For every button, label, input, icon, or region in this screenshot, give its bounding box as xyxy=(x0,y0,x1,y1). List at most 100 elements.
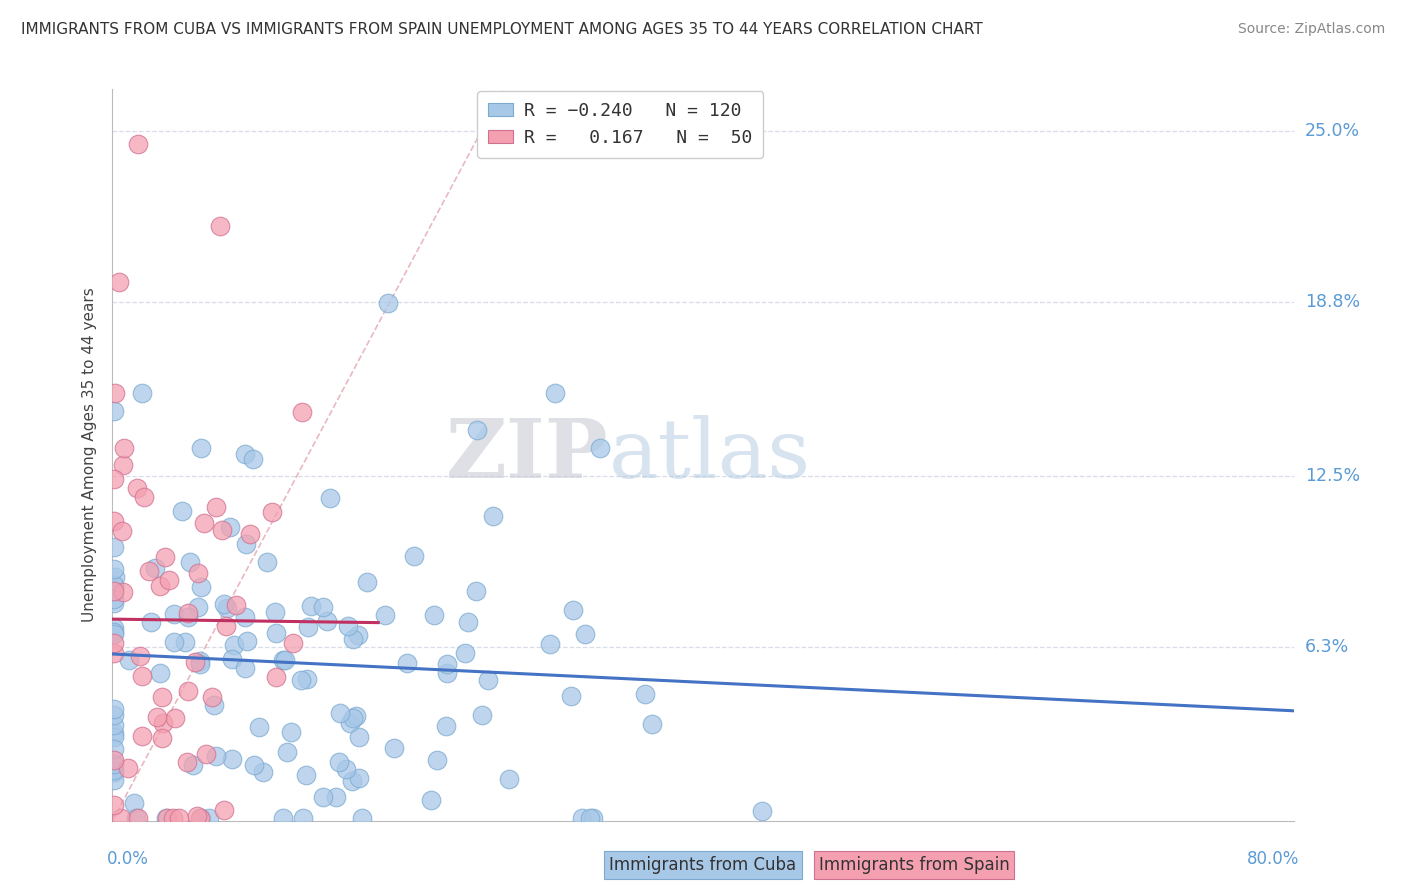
Point xyxy=(436,666,458,681)
Point xyxy=(221,751,243,765)
Point xyxy=(243,758,266,772)
Point xyxy=(312,789,335,804)
Point xyxy=(215,619,238,633)
Point xyxy=(233,610,256,624)
Point xyxy=(103,717,125,731)
Point xyxy=(350,811,373,825)
Text: Immigrants from Cuba: Immigrants from Cuba xyxy=(609,856,797,874)
Point xyxy=(176,683,198,698)
Point xyxy=(235,537,257,551)
Point xyxy=(188,811,211,825)
Point xyxy=(264,625,287,640)
Point xyxy=(579,811,602,825)
Point xyxy=(177,610,200,624)
Point xyxy=(112,585,135,599)
Point xyxy=(103,635,125,649)
Point xyxy=(177,607,200,621)
Point xyxy=(103,625,125,640)
Point xyxy=(395,657,418,671)
Text: ZIP: ZIP xyxy=(446,415,609,495)
Point xyxy=(209,219,232,233)
Point xyxy=(143,561,166,575)
Point xyxy=(271,811,294,825)
Text: 80.0%: 80.0% xyxy=(1247,850,1299,868)
Point xyxy=(103,742,125,756)
Point xyxy=(212,803,235,817)
Point xyxy=(356,574,378,589)
Point xyxy=(242,452,264,467)
Point xyxy=(190,580,212,594)
Point xyxy=(221,652,243,666)
Point xyxy=(201,690,224,705)
Point xyxy=(634,687,657,701)
Text: 6.3%: 6.3% xyxy=(1305,638,1348,656)
Point xyxy=(297,672,319,686)
Point xyxy=(291,811,314,825)
Point xyxy=(339,716,361,731)
Point xyxy=(336,618,359,632)
Point xyxy=(150,731,173,745)
Point xyxy=(188,654,211,668)
Point xyxy=(155,811,177,825)
Point xyxy=(299,599,322,613)
Text: Immigrants from Spain: Immigrants from Spain xyxy=(818,856,1010,874)
Point xyxy=(233,447,256,461)
Point xyxy=(103,541,125,555)
Point xyxy=(281,635,304,649)
Point xyxy=(179,555,201,569)
Point xyxy=(103,621,125,635)
Point xyxy=(204,749,226,764)
Point xyxy=(188,657,211,671)
Point xyxy=(131,385,153,400)
Point xyxy=(347,730,370,744)
Point xyxy=(152,715,174,730)
Point xyxy=(215,601,238,615)
Point xyxy=(187,599,209,614)
Point xyxy=(103,772,125,787)
Point xyxy=(426,753,449,767)
Point xyxy=(163,635,186,649)
Point xyxy=(103,578,125,592)
Point xyxy=(236,633,259,648)
Point xyxy=(454,646,477,660)
Point xyxy=(264,669,287,683)
Point xyxy=(110,811,132,825)
Y-axis label: Unemployment Among Ages 35 to 44 years: Unemployment Among Ages 35 to 44 years xyxy=(82,287,97,623)
Point xyxy=(211,523,233,537)
Point xyxy=(190,441,212,455)
Point xyxy=(104,570,127,584)
Point xyxy=(103,404,125,418)
Point xyxy=(103,726,125,740)
Point xyxy=(149,666,172,681)
Point xyxy=(170,503,193,517)
Point xyxy=(260,505,283,519)
Point xyxy=(276,745,298,759)
Point xyxy=(291,405,314,419)
Point xyxy=(273,653,295,667)
Point xyxy=(103,592,125,607)
Point xyxy=(420,793,443,807)
Point xyxy=(423,607,446,622)
Point xyxy=(222,638,245,652)
Point xyxy=(162,811,184,825)
Point xyxy=(271,653,294,667)
Text: 25.0%: 25.0% xyxy=(1305,121,1360,140)
Point xyxy=(157,573,180,587)
Point xyxy=(202,698,225,712)
Point xyxy=(146,710,169,724)
Point xyxy=(138,564,160,578)
Text: IMMIGRANTS FROM CUBA VS IMMIGRANTS FROM SPAIN UNEMPLOYMENT AMONG AGES 35 TO 44 Y: IMMIGRANTS FROM CUBA VS IMMIGRANTS FROM … xyxy=(21,22,983,37)
Point xyxy=(127,811,149,825)
Point xyxy=(103,708,125,723)
Point xyxy=(183,758,205,772)
Point xyxy=(457,615,479,629)
Point xyxy=(477,673,499,688)
Point xyxy=(239,526,262,541)
Point xyxy=(328,755,350,769)
Point xyxy=(104,385,127,400)
Text: atlas: atlas xyxy=(609,415,811,495)
Text: 12.5%: 12.5% xyxy=(1305,467,1360,484)
Point xyxy=(471,708,494,723)
Point xyxy=(103,765,125,780)
Point xyxy=(342,711,364,725)
